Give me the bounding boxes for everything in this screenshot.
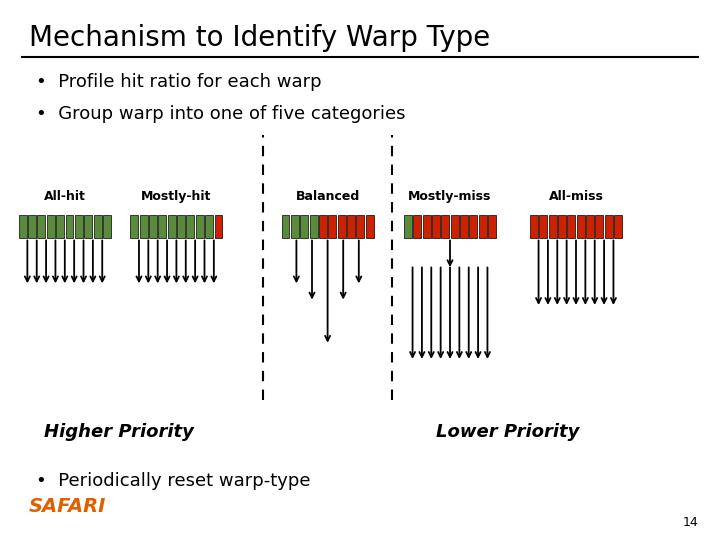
Bar <box>75 215 83 238</box>
Text: •  Periodically reset warp-type: • Periodically reset warp-type <box>36 472 310 490</box>
Bar <box>338 215 346 238</box>
Text: Balanced: Balanced <box>295 190 360 203</box>
Bar <box>140 215 148 238</box>
Text: Mostly-miss: Mostly-miss <box>408 190 492 203</box>
Bar <box>310 215 318 238</box>
Bar <box>37 215 45 238</box>
Bar <box>103 215 111 238</box>
Text: •  Group warp into one of five categories: • Group warp into one of five categories <box>36 105 405 123</box>
Bar <box>530 215 538 238</box>
Text: All-miss: All-miss <box>549 190 603 203</box>
Bar <box>130 215 138 238</box>
Bar <box>158 215 166 238</box>
Bar <box>404 215 412 238</box>
Bar <box>47 215 55 238</box>
Bar <box>347 215 355 238</box>
Text: Higher Priority: Higher Priority <box>44 423 194 441</box>
Bar <box>549 215 557 238</box>
Bar <box>149 215 157 238</box>
Bar <box>577 215 585 238</box>
Bar <box>56 215 64 238</box>
Bar <box>328 215 336 238</box>
Bar <box>432 215 440 238</box>
Bar <box>291 215 299 238</box>
Bar <box>205 215 213 238</box>
Bar <box>488 215 496 238</box>
Bar <box>28 215 36 238</box>
Bar <box>567 215 575 238</box>
Text: Lower Priority: Lower Priority <box>436 423 580 441</box>
Bar <box>366 215 374 238</box>
Bar <box>84 215 92 238</box>
Bar <box>558 215 566 238</box>
Bar <box>186 215 194 238</box>
Bar <box>539 215 547 238</box>
Bar <box>356 215 364 238</box>
Bar <box>282 215 289 238</box>
Text: Mostly-hit: Mostly-hit <box>141 190 212 203</box>
Bar <box>168 215 176 238</box>
Text: •  Profile hit ratio for each warp: • Profile hit ratio for each warp <box>36 73 322 91</box>
Bar <box>460 215 468 238</box>
Bar <box>441 215 449 238</box>
Text: 14: 14 <box>683 516 698 529</box>
Bar <box>595 215 603 238</box>
Bar <box>423 215 431 238</box>
Bar <box>469 215 477 238</box>
Text: All-hit: All-hit <box>44 190 86 203</box>
Bar <box>605 215 613 238</box>
Text: Mechanism to Identify Warp Type: Mechanism to Identify Warp Type <box>29 24 490 52</box>
Bar <box>196 215 204 238</box>
Bar <box>319 215 327 238</box>
Bar <box>479 215 487 238</box>
Bar <box>215 215 222 238</box>
Bar <box>66 215 73 238</box>
Bar <box>94 215 102 238</box>
Bar <box>300 215 308 238</box>
Bar <box>19 215 27 238</box>
Bar <box>177 215 185 238</box>
Bar <box>586 215 594 238</box>
Bar <box>451 215 459 238</box>
Bar <box>614 215 622 238</box>
Text: SAFARI: SAFARI <box>29 497 106 516</box>
Bar <box>413 215 421 238</box>
